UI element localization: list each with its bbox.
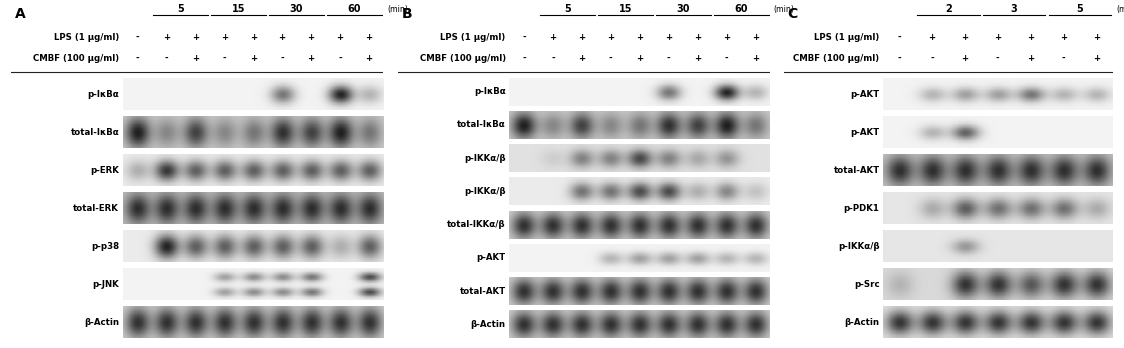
Text: -: - bbox=[667, 54, 671, 63]
Text: +: + bbox=[550, 33, 556, 42]
Text: +: + bbox=[308, 54, 315, 63]
Text: p-AKT: p-AKT bbox=[851, 128, 880, 137]
Text: +: + bbox=[723, 33, 731, 42]
Text: +: + bbox=[365, 33, 372, 42]
Text: β-Actin: β-Actin bbox=[844, 318, 880, 327]
Text: +: + bbox=[192, 33, 199, 42]
Text: +: + bbox=[636, 33, 643, 42]
Text: -: - bbox=[523, 54, 526, 63]
Text: 5: 5 bbox=[1077, 4, 1084, 14]
Text: CMBF (100 μg/ml): CMBF (100 μg/ml) bbox=[794, 54, 880, 63]
Text: +: + bbox=[607, 33, 615, 42]
Text: +: + bbox=[961, 33, 969, 42]
Text: C: C bbox=[788, 7, 798, 21]
Text: 30: 30 bbox=[677, 4, 690, 14]
Text: +: + bbox=[695, 54, 701, 63]
Text: total-AKT: total-AKT bbox=[460, 287, 506, 296]
Text: CMBF (100 μg/ml): CMBF (100 μg/ml) bbox=[419, 54, 506, 63]
Text: +: + bbox=[1027, 54, 1034, 63]
Text: -: - bbox=[551, 54, 554, 63]
Text: p-IκBα: p-IκBα bbox=[474, 87, 506, 96]
Text: A: A bbox=[15, 7, 26, 21]
Text: -: - bbox=[523, 33, 526, 42]
Text: 60: 60 bbox=[347, 4, 361, 14]
Text: +: + bbox=[578, 54, 586, 63]
Text: 60: 60 bbox=[734, 4, 747, 14]
Text: +: + bbox=[192, 54, 199, 63]
Text: p-IKKα/β: p-IKKα/β bbox=[837, 242, 880, 251]
Text: (min): (min) bbox=[1116, 5, 1124, 14]
Text: LPS (1 μg/ml): LPS (1 μg/ml) bbox=[441, 33, 506, 42]
Text: +: + bbox=[1060, 33, 1067, 42]
Text: +: + bbox=[1093, 33, 1100, 42]
Text: -: - bbox=[164, 54, 169, 63]
Text: +: + bbox=[336, 33, 344, 42]
Text: -: - bbox=[1062, 54, 1066, 63]
Text: p-ERK: p-ERK bbox=[90, 166, 119, 175]
Text: -: - bbox=[996, 54, 999, 63]
Text: -: - bbox=[897, 33, 901, 42]
Text: +: + bbox=[665, 33, 672, 42]
Text: p-JNK: p-JNK bbox=[92, 279, 119, 288]
Text: -: - bbox=[280, 54, 284, 63]
Text: β-Actin: β-Actin bbox=[84, 318, 119, 327]
Text: 15: 15 bbox=[232, 4, 245, 14]
Text: p-PDK1: p-PDK1 bbox=[844, 204, 880, 213]
Text: LPS (1 μg/ml): LPS (1 μg/ml) bbox=[814, 33, 880, 42]
Text: total-AKT: total-AKT bbox=[833, 166, 880, 175]
Text: -: - bbox=[609, 54, 613, 63]
Text: +: + bbox=[250, 54, 256, 63]
Text: 3: 3 bbox=[1010, 4, 1017, 14]
Text: (min): (min) bbox=[773, 5, 795, 14]
Text: +: + bbox=[752, 54, 759, 63]
Text: +: + bbox=[250, 33, 256, 42]
Text: β-Actin: β-Actin bbox=[471, 320, 506, 329]
Text: 2: 2 bbox=[945, 4, 952, 14]
Text: -: - bbox=[931, 54, 934, 63]
Text: +: + bbox=[578, 33, 586, 42]
Text: 30: 30 bbox=[290, 4, 303, 14]
Text: +: + bbox=[365, 54, 372, 63]
Text: +: + bbox=[163, 33, 170, 42]
Text: p-IKKα/β: p-IKKα/β bbox=[464, 154, 506, 163]
Text: +: + bbox=[695, 33, 701, 42]
Text: -: - bbox=[725, 54, 728, 63]
Text: +: + bbox=[220, 33, 228, 42]
Text: +: + bbox=[995, 33, 1001, 42]
Text: +: + bbox=[928, 33, 935, 42]
Text: (min): (min) bbox=[387, 5, 408, 14]
Text: -: - bbox=[136, 33, 139, 42]
Text: +: + bbox=[308, 33, 315, 42]
Text: p-IκBα: p-IκBα bbox=[88, 89, 119, 98]
Text: total-IKKα/β: total-IKKα/β bbox=[447, 220, 506, 229]
Text: 15: 15 bbox=[618, 4, 632, 14]
Text: p-AKT: p-AKT bbox=[851, 89, 880, 98]
Text: total-ERK: total-ERK bbox=[73, 204, 119, 213]
Text: 5: 5 bbox=[564, 4, 571, 14]
Text: p-AKT: p-AKT bbox=[477, 253, 506, 262]
Text: -: - bbox=[338, 54, 342, 63]
Text: +: + bbox=[1093, 54, 1100, 63]
Text: +: + bbox=[279, 33, 285, 42]
Text: -: - bbox=[897, 54, 901, 63]
Text: -: - bbox=[223, 54, 226, 63]
Text: p-IKKα/β: p-IKKα/β bbox=[464, 187, 506, 196]
Text: +: + bbox=[636, 54, 643, 63]
Text: LPS (1 μg/ml): LPS (1 μg/ml) bbox=[54, 33, 119, 42]
Text: total-IκBα: total-IκBα bbox=[71, 128, 119, 137]
Text: p-p38: p-p38 bbox=[91, 242, 119, 251]
Text: +: + bbox=[752, 33, 759, 42]
Text: -: - bbox=[136, 54, 139, 63]
Text: CMBF (100 μg/ml): CMBF (100 μg/ml) bbox=[33, 54, 119, 63]
Text: 5: 5 bbox=[178, 4, 184, 14]
Text: +: + bbox=[1027, 33, 1034, 42]
Text: +: + bbox=[961, 54, 969, 63]
Text: p-Src: p-Src bbox=[854, 279, 880, 288]
Text: total-IκBα: total-IκBα bbox=[457, 120, 506, 129]
Text: B: B bbox=[401, 7, 413, 21]
